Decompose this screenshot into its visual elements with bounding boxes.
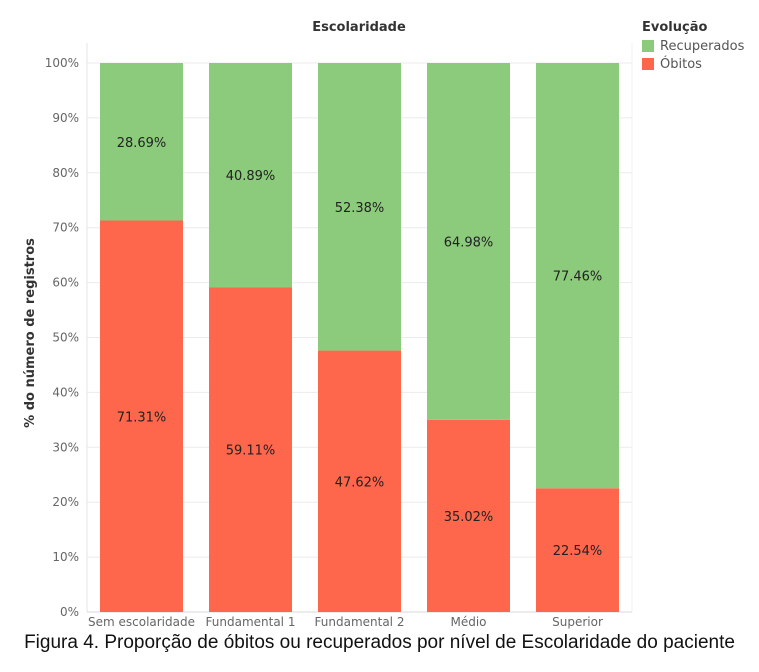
y-axis-label: % do número de registros: [23, 238, 38, 428]
data-label: 52.38%: [335, 201, 385, 216]
y-tick-label: 70%: [52, 221, 79, 235]
bar-segment-recuperados: [427, 63, 510, 420]
y-tick-label: 10%: [52, 550, 79, 564]
legend-title: Evolução: [642, 20, 708, 35]
data-label: 28.69%: [117, 136, 167, 151]
legend-swatch-obitos: [642, 58, 654, 70]
bar-segment-recuperados: [209, 63, 292, 288]
y-tick-label: 30%: [52, 440, 79, 454]
y-tick-label: 60%: [52, 276, 79, 290]
x-tick-label: Superior: [552, 615, 603, 629]
data-label: 59.11%: [226, 444, 276, 459]
y-tick-label: 40%: [52, 385, 79, 399]
legend-item-recuperados[interactable]: Recuperados: [642, 37, 744, 55]
bar-segment-recuperados: [100, 63, 183, 221]
bar-segment-obitos: [209, 287, 292, 612]
legend-label-recuperados: Recuperados: [660, 38, 745, 54]
data-label: 22.54%: [553, 544, 603, 559]
y-tick-label: 90%: [52, 111, 79, 125]
y-tick-label: 20%: [52, 495, 79, 509]
data-label: 71.31%: [117, 410, 167, 425]
data-label: 77.46%: [553, 270, 603, 285]
legend-swatch-recuperados: [642, 40, 654, 52]
data-label: 47.62%: [335, 475, 385, 490]
legend: Evolução Recuperados Óbitos: [642, 20, 744, 73]
bar-segment-obitos: [100, 220, 183, 612]
legend-item-obitos[interactable]: Óbitos: [642, 55, 744, 73]
bar-segment-recuperados: [536, 63, 619, 489]
legend-label-obitos: Óbitos: [660, 56, 702, 72]
y-tick-label: 100%: [45, 56, 79, 70]
data-label: 40.89%: [226, 169, 276, 184]
x-tick-label: Fundamental 1: [206, 615, 296, 629]
y-tick-label: 0%: [60, 605, 79, 619]
x-tick-labels: Sem escolaridade Fundamental 1 Fundamental…: [88, 615, 603, 629]
y-tick-labels: 0% 10% 20% 30% 40% 50% 60% 70% 80% 90% 100%: [45, 56, 79, 619]
data-label: 64.98%: [444, 235, 494, 250]
x-tick-label: Médio: [450, 615, 486, 629]
x-tick-label: Fundamental 2: [315, 615, 405, 629]
chart-title: Escolaridade: [312, 20, 406, 35]
bar-segment-obitos: [427, 419, 510, 612]
bar-segment-obitos: [318, 350, 401, 612]
y-tick-label: 80%: [52, 166, 79, 180]
bar-segment-recuperados: [318, 63, 401, 351]
data-label: 35.02%: [444, 510, 494, 525]
figure-caption: Figura 4. Proporção de óbitos ou recuper…: [24, 632, 735, 653]
bars: 71.31% 28.69% 59.11% 40.89% 47.62% 52.38% 35.0…: [100, 63, 619, 612]
stacked-bar-chart: Escolaridade % do número de registros 0%…: [23, 20, 633, 629]
x-tick-label: Sem escolaridade: [88, 615, 195, 629]
y-tick-label: 50%: [52, 331, 79, 345]
bar-segment-obitos: [536, 488, 619, 612]
